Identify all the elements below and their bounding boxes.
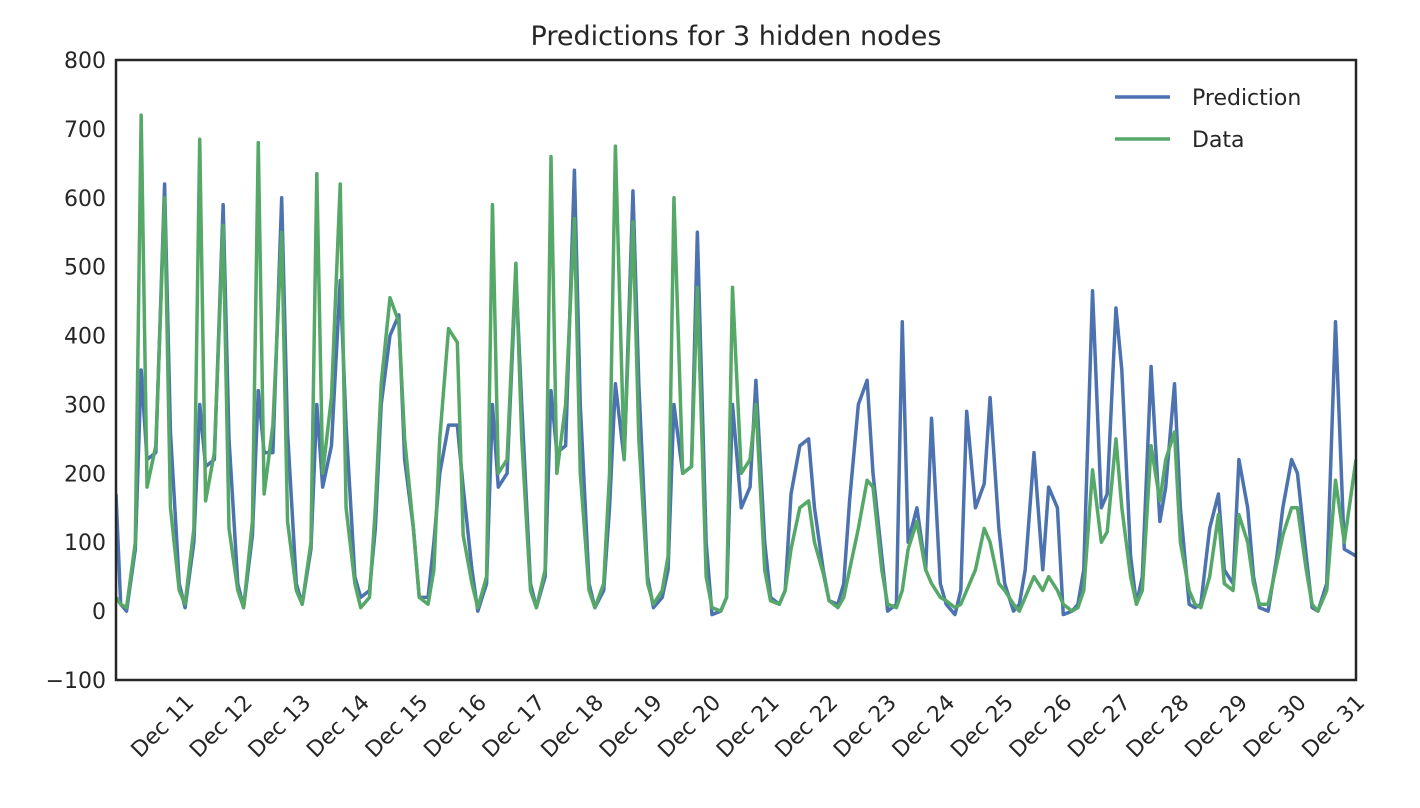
legend-label: Data	[1192, 128, 1245, 153]
x-tick-label: Dec 21	[712, 690, 785, 763]
y-tick-label: 200	[64, 462, 106, 487]
y-tick-label: 600	[64, 187, 106, 212]
series-line	[116, 113, 1356, 613]
y-tick-label: 500	[64, 256, 106, 281]
x-tick-label: Dec 29	[1181, 690, 1254, 763]
x-tick-label: Dec 17	[478, 690, 551, 763]
y-tick-label: 400	[64, 325, 106, 350]
y-tick-label: −100	[46, 669, 106, 694]
y-tick-label: 300	[64, 393, 106, 418]
x-tick-label: Dec 26	[1005, 690, 1078, 763]
x-tick-label: Dec 30	[1239, 690, 1312, 763]
chart-title: Predictions for 3 hidden nodes	[531, 21, 942, 52]
x-tick-label: Dec 19	[595, 690, 668, 763]
x-tick-label: Dec 27	[1063, 690, 1136, 763]
x-tick-label: Dec 31	[1298, 690, 1371, 763]
legend-label: Prediction	[1192, 86, 1301, 111]
y-tick-label: 100	[64, 531, 106, 556]
y-tick-label: 0	[92, 600, 106, 625]
x-tick-label: Dec 12	[185, 690, 258, 763]
x-tick-label: Dec 20	[654, 690, 727, 763]
x-tick-label: Dec 22	[771, 690, 844, 763]
x-tick-label: Dec 16	[419, 690, 492, 763]
x-tick-label: Dec 11	[127, 690, 200, 763]
x-tick-label: Dec 28	[1122, 690, 1195, 763]
x-tick-label: Dec 23	[829, 690, 902, 763]
x-tick-label: Dec 24	[888, 690, 961, 763]
x-tick-label: Dec 15	[361, 690, 434, 763]
x-tick-label: Dec 13	[244, 690, 317, 763]
x-tick-label: Dec 25	[946, 690, 1019, 763]
plot-frame	[114, 58, 1358, 682]
x-tick-label: Dec 18	[537, 690, 610, 763]
x-tick-label: Dec 14	[302, 690, 375, 763]
y-tick-label: 800	[64, 49, 106, 74]
y-tick-label: 700	[64, 118, 106, 143]
